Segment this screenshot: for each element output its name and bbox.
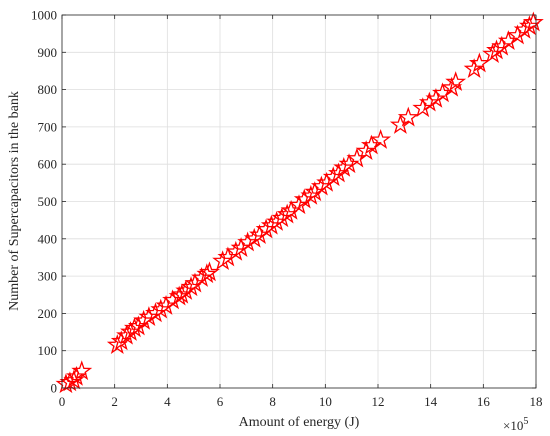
x-tick-label: 4 [164,394,171,409]
x-tick-label: 18 [530,394,543,409]
data-point [338,153,360,174]
data-point [237,231,259,252]
x-tick-label: 12 [372,394,385,409]
data-point [370,128,392,149]
data-point [71,360,93,381]
y-tick-label: 700 [38,119,58,134]
data-point [463,58,485,78]
x-tick-label: 0 [59,394,66,409]
data-point [66,365,87,386]
data-point [346,147,368,168]
x-tick-label: 14 [424,394,438,409]
y-tick-labels: 0 100 200 300 400 500 600 700 800 900 1000 [31,8,57,396]
data-point [171,283,193,304]
x-axis-label: Amount of energy (J) [239,415,360,430]
data-point [138,306,160,327]
data-point [123,317,145,338]
data-point [199,261,220,282]
data-point [482,43,503,64]
data-point [412,97,434,118]
x-exponent-label: ×105 [503,416,528,433]
data-point [120,321,141,341]
data-point [230,237,252,258]
data-point [355,140,377,161]
x-tick-label: 16 [477,394,491,409]
data-point [497,30,519,50]
data-point [491,35,513,56]
data-point [280,199,302,220]
x-tick-label: 10 [319,394,332,409]
data-point [110,330,132,351]
plot-frame [61,14,537,389]
y-tick-label: 300 [38,269,58,284]
data-point [162,289,184,310]
data-point [445,71,467,92]
x-tick-labels: 0 2 4 6 8 10 12 14 16 18 [59,394,543,409]
data-point [468,52,490,73]
y-tick-label: 600 [38,157,58,172]
x-tick-label: 2 [111,394,118,409]
y-tick-label: 1000 [31,8,57,23]
data-points [55,11,544,394]
y-tick-label: 0 [51,381,58,396]
data-point [441,76,463,97]
data-point [217,246,239,267]
data-point [59,371,81,392]
y-tick-label: 100 [38,343,58,358]
x-tick-label: 8 [269,394,276,409]
data-point [106,334,128,354]
x-tick-label: 6 [217,394,224,409]
y-tick-label: 900 [38,45,58,60]
y-tick-label: 200 [38,306,58,321]
y-tick-label: 500 [38,194,58,209]
y-tick-label: 400 [38,231,58,246]
data-point [360,134,382,155]
data-point [397,106,419,127]
data-point [522,11,544,32]
x-exponent-base: ×10 [503,418,523,433]
y-axis-label: Number of Supercapacitors in the bank [7,91,22,311]
y-tick-label: 800 [38,82,58,97]
data-point [418,91,440,112]
data-point [432,82,453,103]
x-exponent-power: 5 [523,416,528,427]
data-point [155,294,177,315]
data-point [425,87,447,108]
